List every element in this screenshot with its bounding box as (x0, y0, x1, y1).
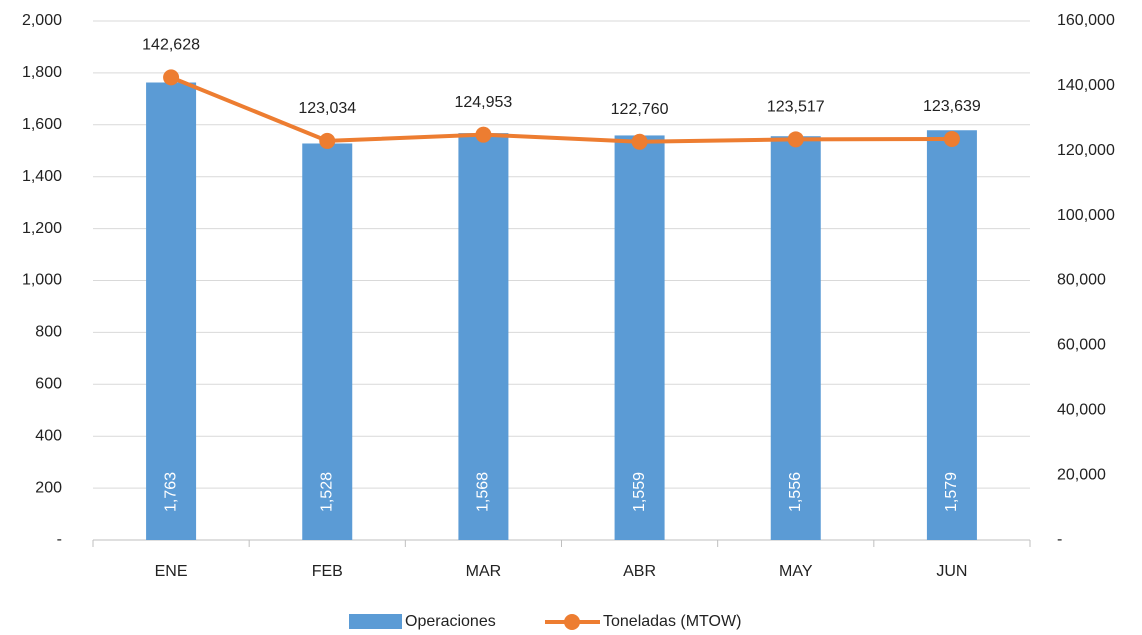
bar-value-label: 1,568 (475, 472, 492, 512)
legend-swatch (564, 614, 580, 630)
line-value-label: 123,034 (298, 100, 356, 117)
y-tick-label: 1,200 (22, 220, 62, 237)
y-tick-label: 1,400 (22, 168, 62, 185)
bar-value-label: 1,528 (318, 472, 335, 512)
chart: - 200 400 600 800 1,000 1,200 1,400 1,600 1,800 2,… (0, 0, 1142, 635)
y-tick-label: 1,600 (22, 116, 62, 133)
x-tick-label: ABR (623, 563, 656, 580)
line-marker (319, 133, 335, 149)
line-marker (788, 131, 804, 147)
y2-tick-label: 140,000 (1057, 77, 1115, 94)
line-value-label: 123,639 (923, 98, 981, 115)
line (171, 77, 952, 141)
line-value-label: 123,517 (767, 99, 825, 116)
bar-value-label: 1,556 (787, 472, 804, 512)
x-tick-label: MAR (466, 563, 502, 580)
y-tick-label: 2,000 (22, 12, 62, 29)
y-tick-label: 600 (35, 376, 62, 393)
x-tick-label: MAY (779, 563, 813, 580)
x-tick-label: JUN (936, 563, 967, 580)
y-tick-label: 200 (35, 479, 62, 496)
y2-tick-label: - (1057, 531, 1062, 548)
y2-tick-label: 100,000 (1057, 207, 1115, 224)
y-tick-label: 800 (35, 324, 62, 341)
y2-tick-label: 20,000 (1057, 466, 1106, 483)
y-tick-label: 1,800 (22, 64, 62, 81)
x-tick-label: FEB (312, 563, 343, 580)
bar (146, 83, 196, 540)
line-marker (475, 127, 491, 143)
y2-tick-label: 60,000 (1057, 337, 1106, 354)
line-marker (163, 69, 179, 85)
y-tick-label: - (57, 531, 62, 548)
line-value-label: 124,953 (454, 94, 512, 111)
line-marker (944, 131, 960, 147)
bar-value-label: 1,579 (943, 472, 960, 512)
line-value-label: 142,628 (142, 37, 200, 54)
line-value-label: 122,760 (611, 101, 669, 118)
x-tick-label: ENE (155, 563, 188, 580)
y2-tick-label: 40,000 (1057, 401, 1106, 418)
bar-value-label: 1,763 (162, 472, 179, 512)
y2-tick-label: 120,000 (1057, 142, 1115, 159)
legend-label: Operaciones (405, 613, 496, 630)
y-tick-label: 1,000 (22, 272, 62, 289)
bar-value-label: 1,559 (631, 472, 648, 512)
y2-tick-label: 80,000 (1057, 272, 1106, 289)
line-marker (632, 134, 648, 150)
y2-tick-label: 160,000 (1057, 12, 1115, 29)
legend-label: Toneladas (MTOW) (603, 613, 741, 630)
legend-swatch (349, 614, 402, 629)
y-tick-label: 400 (35, 427, 62, 444)
